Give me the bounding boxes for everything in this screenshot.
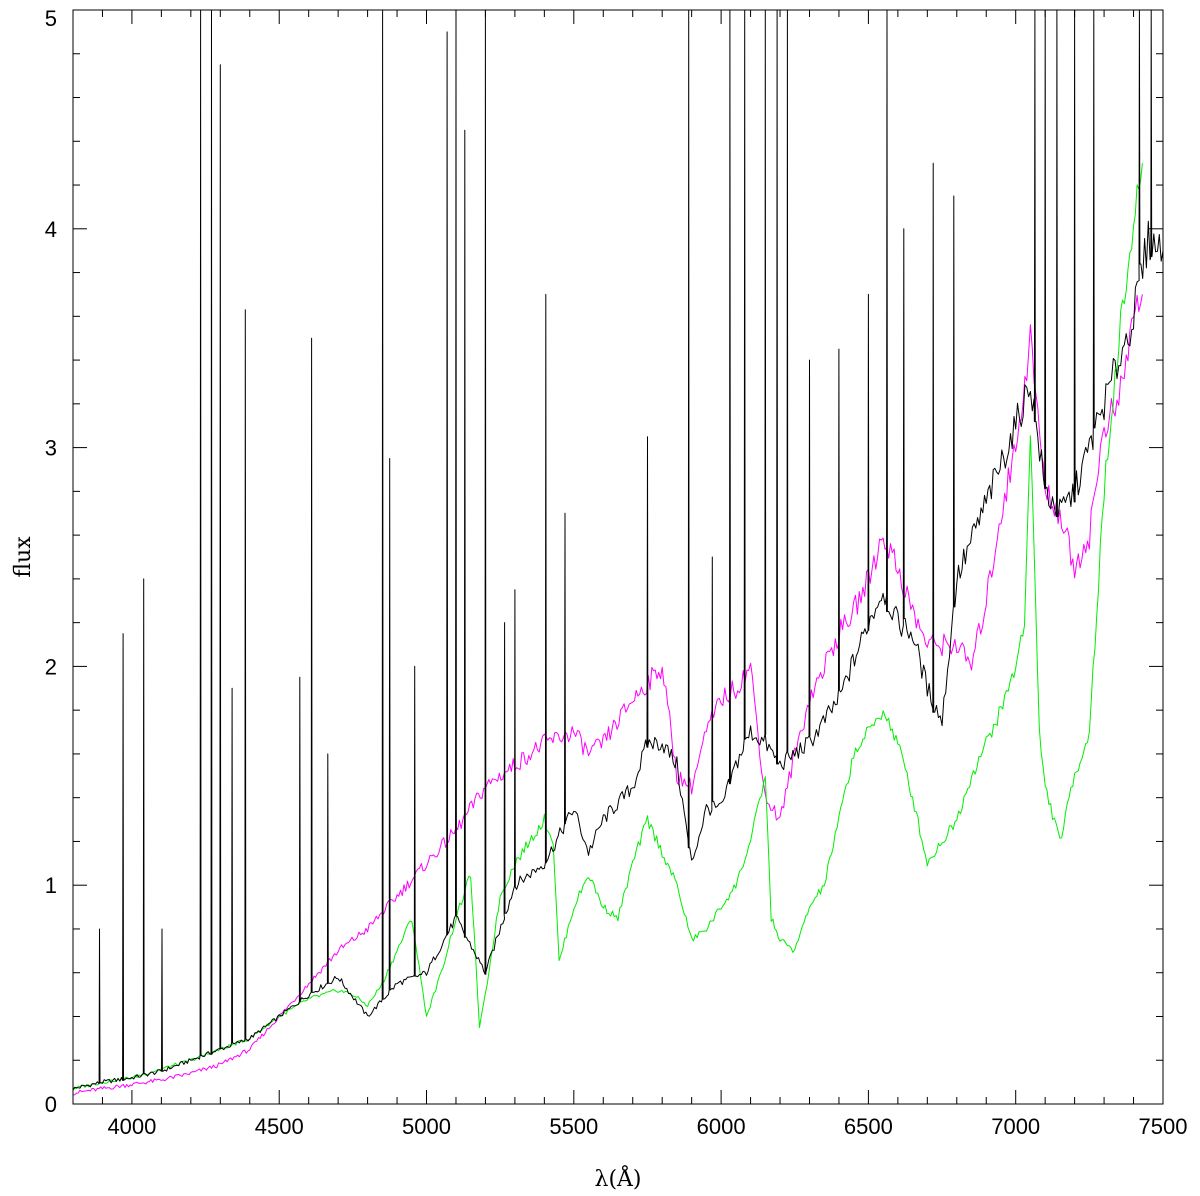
y-tick-label: 4 <box>45 217 57 242</box>
x-tick-label: 6000 <box>697 1114 746 1139</box>
series-magenta-line <box>73 294 1143 1096</box>
y-tick-label: 0 <box>45 1092 57 1117</box>
y-axis-label: flux <box>11 536 36 578</box>
y-tick-label: 1 <box>45 873 57 898</box>
y-tick-label: 3 <box>45 436 57 461</box>
plot-frame <box>72 9 1164 1105</box>
plot-area <box>73 10 1163 1096</box>
x-tick-label: 6500 <box>844 1114 893 1139</box>
x-tick-label: 5500 <box>549 1114 598 1139</box>
axes: 4000 4500 5000 5500 6000 6500 7000 7500 0 1 2 3 4 5 <box>45 6 1188 1139</box>
series-black-line <box>73 10 1163 1091</box>
x-tick-label: 4500 <box>255 1114 304 1139</box>
x-tick-label: 4000 <box>107 1114 156 1139</box>
series-group <box>73 10 1163 1096</box>
x-tick-label: 7000 <box>991 1114 1040 1139</box>
x-axis-label: λ(Å) <box>595 1164 642 1192</box>
y-tick-label: 5 <box>45 6 57 31</box>
series-green-line <box>73 163 1143 1090</box>
x-tick-label: 5000 <box>402 1114 451 1139</box>
x-tick-label: 7500 <box>1139 1114 1188 1139</box>
y-tick-label: 2 <box>45 654 57 679</box>
